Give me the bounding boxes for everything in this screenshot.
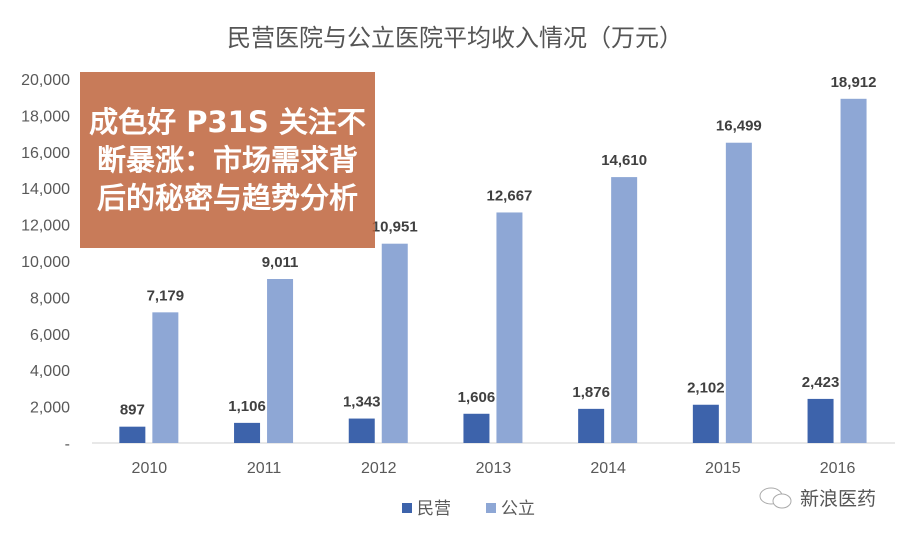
- bar-民营-2012: [348, 418, 375, 443]
- y-tick-label: 16,000: [21, 145, 70, 162]
- bar-公立-2010: [152, 312, 179, 443]
- data-label: 14,610: [601, 152, 647, 169]
- x-tick-label: 2015: [705, 460, 741, 477]
- bar-民营-2014: [578, 408, 605, 443]
- y-tick-label: 18,000: [21, 108, 70, 125]
- x-tick-label: 2013: [476, 460, 512, 477]
- data-label: 1,106: [228, 398, 266, 415]
- y-tick-label: 12,000: [21, 218, 70, 235]
- headline-banner: 成色好 P31S 关注不断暴涨：市场需求背后的秘密与趋势分析: [80, 72, 375, 248]
- bar-公立-2014: [611, 177, 638, 443]
- data-label: 1,343: [343, 394, 381, 411]
- x-tick-label: 2010: [132, 460, 168, 477]
- legend-swatch: [486, 503, 496, 513]
- y-tick-label: 2,000: [30, 400, 70, 417]
- bar-公立-2012: [381, 243, 408, 443]
- y-tick-label: 6,000: [30, 327, 70, 344]
- legend-swatch: [402, 503, 412, 513]
- watermark-text: 新浪医药: [800, 488, 877, 510]
- x-tick-label: 2014: [590, 460, 626, 477]
- x-tick-label: 2016: [820, 460, 856, 477]
- y-tick-label: 10,000: [21, 254, 70, 271]
- data-label: 18,912: [831, 74, 877, 91]
- data-label: 2,423: [802, 374, 840, 391]
- legend-label: 公立: [501, 499, 535, 518]
- data-label: 12,667: [487, 187, 533, 204]
- data-label: 16,499: [716, 118, 762, 135]
- data-label: 10,951: [372, 219, 418, 236]
- legend-label: 民营: [417, 499, 451, 518]
- data-label: 897: [120, 402, 145, 419]
- x-tick-label: 2011: [247, 460, 282, 477]
- bar-公立-2015: [725, 142, 752, 443]
- bar-民营-2013: [463, 413, 490, 443]
- y-tick-label: -: [65, 436, 70, 453]
- bar-民营-2011: [234, 422, 261, 443]
- chart-title: 民营医院与公立医院平均收入情况（万元）: [227, 25, 683, 52]
- bar-公立-2011: [267, 278, 294, 443]
- bar-公立-2013: [496, 212, 523, 443]
- data-label: 1,606: [458, 389, 496, 406]
- bar-公立-2016: [840, 98, 867, 443]
- y-tick-label: 20,000: [21, 72, 70, 89]
- y-tick-label: 4,000: [30, 363, 70, 380]
- bar-民营-2015: [692, 404, 719, 443]
- bar-民营-2016: [807, 398, 834, 443]
- data-label: 2,102: [687, 380, 725, 397]
- banner-text: 成色好 P31S 关注不断暴涨：市场需求背后的秘密与趋势分析: [89, 105, 366, 215]
- y-tick-label: 8,000: [30, 290, 70, 307]
- wechat-icon: [759, 487, 792, 508]
- bar-民营-2010: [119, 426, 146, 443]
- data-label: 7,179: [147, 287, 185, 304]
- x-tick-label: 2012: [361, 460, 397, 477]
- data-label: 1,876: [572, 384, 610, 401]
- y-tick-label: 14,000: [21, 181, 70, 198]
- watermark: 新浪医药: [758, 484, 876, 511]
- data-label: 9,011: [262, 254, 299, 271]
